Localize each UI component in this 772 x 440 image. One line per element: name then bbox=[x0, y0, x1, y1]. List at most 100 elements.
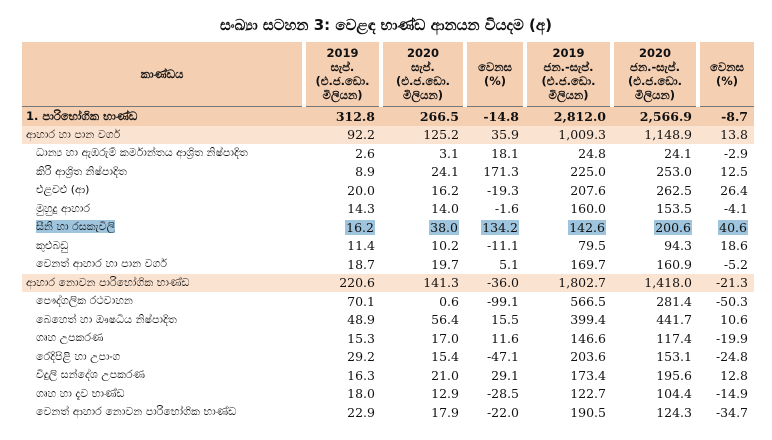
header-change-jan-sep: වෙනස (%) bbox=[696, 42, 754, 107]
cell-value-text: 20.0 bbox=[347, 182, 375, 198]
cell-value-text: 16.3 bbox=[347, 367, 375, 383]
cell-value: 190.5 bbox=[525, 403, 612, 422]
cell-value: 92.2 bbox=[304, 125, 381, 144]
header-line: මිලියන) bbox=[635, 88, 675, 102]
cell-value: 566.5 bbox=[525, 292, 612, 311]
cell-value-text: 266.5 bbox=[419, 108, 459, 124]
cell-value: 2,566.9 bbox=[612, 106, 698, 126]
header-line: 2020 bbox=[638, 46, 671, 60]
table-row: ආහාර නොවන පාරිභෝගික භාණ්ඩ 220.6 141.3 -36.0… bbox=[22, 273, 754, 292]
cell-value-text: 399.4 bbox=[570, 312, 606, 328]
row-label-text: රෙදිපිළි හා උපාංග bbox=[36, 349, 121, 363]
table-row: ධාන්‍ය හා ඇඹරුම් කර්මාන්තය ආශ්‍රිත නිෂ්ප… bbox=[22, 144, 754, 163]
header-line: (එ.ජ.ඩො. bbox=[395, 74, 451, 88]
cell-value: 12.9 bbox=[381, 385, 465, 404]
table-row: එළවළු (ආ) 20.0 16.2 -19.3 207.6 262.5 26.4 bbox=[22, 181, 754, 200]
table-title: සංඛ්‍යා සටහන 3: වෙළඳ භාණ්ඩ ආනයන වියදම (අ… bbox=[220, 16, 552, 34]
cell-value: 10.2 bbox=[381, 237, 465, 256]
header-line: ජන.-සැප්. bbox=[543, 60, 594, 74]
header-line: මිලියන) bbox=[403, 88, 443, 102]
cell-value-text: 160.0 bbox=[570, 201, 606, 217]
cell-value: 16.3 bbox=[304, 366, 381, 385]
cell-value: 253.0 bbox=[612, 163, 698, 182]
cell-value: 195.6 bbox=[612, 366, 698, 385]
header-line: (එ.ජ.ඩො. bbox=[541, 74, 596, 88]
cell-value: 20.0 bbox=[304, 181, 381, 200]
row-label-text: ධාන්‍ය හා ඇඹරුම් කර්මාන්තය ආශ්‍රිත නිෂ්ප… bbox=[36, 146, 248, 160]
row-label: එළවළු (ආ) bbox=[22, 181, 304, 200]
cell-value-text: 8.9 bbox=[355, 164, 375, 180]
cell-value: 134.2 bbox=[465, 218, 525, 237]
cell-value-text: 19.7 bbox=[431, 256, 459, 272]
cell-value-text: 11.4 bbox=[347, 238, 375, 254]
row-label: රෙදිපිළි හා උපාංග bbox=[22, 348, 304, 367]
cell-value: 24.8 bbox=[525, 144, 612, 163]
cell-value: 14.3 bbox=[304, 200, 381, 219]
cell-value-text: 48.9 bbox=[347, 312, 375, 328]
cell-value-text: 2,566.9 bbox=[639, 108, 692, 124]
cell-value-text: -14.9 bbox=[715, 386, 748, 402]
cell-value: -14.9 bbox=[698, 385, 754, 404]
cell-value: 173.4 bbox=[525, 366, 612, 385]
cell-value-text: 18.0 bbox=[347, 386, 375, 402]
cell-value: 399.4 bbox=[525, 311, 612, 330]
cell-value-text: 12.5 bbox=[720, 164, 748, 180]
cell-value: -22.0 bbox=[465, 403, 525, 422]
row-label-text: වෙනත් ආහාර නොවන පාරිභෝගික භාණ්ඩ bbox=[36, 405, 237, 419]
table-row: විදුලි සන්දේශ උපකරණ 16.3 21.0 29.1 173.4 195.… bbox=[22, 366, 754, 385]
cell-value: 171.3 bbox=[465, 163, 525, 182]
cell-value: 200.6 bbox=[612, 218, 698, 237]
cell-value: 104.4 bbox=[612, 385, 698, 404]
row-label: කිරි ආශ්‍රිත නිෂ්පාදිත bbox=[22, 163, 304, 182]
cell-value-text: 1,802.7 bbox=[558, 275, 606, 291]
cell-value-text: -36.0 bbox=[486, 275, 519, 291]
cell-value-text: 124.3 bbox=[656, 404, 692, 420]
cell-value: 8.9 bbox=[304, 163, 381, 182]
cell-value-text: 35.9 bbox=[491, 127, 519, 143]
cell-value-text: 12.8 bbox=[720, 367, 748, 383]
cell-value-text: -14.8 bbox=[483, 108, 519, 124]
header-sep-2019: 2019 සැප්. (එ.ජ.ඩො. මිලියන) bbox=[302, 42, 381, 107]
header-line: (%) bbox=[483, 74, 507, 88]
row-label-text: විදුලි සන්දේශ උපකරණ bbox=[36, 368, 146, 382]
table-row: ආහාර හා පාන වර්ග 92.2 125.2 35.9 1,009.3 1,14… bbox=[22, 125, 754, 144]
cell-value: 5.1 bbox=[465, 255, 525, 274]
cell-value-text: 225.0 bbox=[570, 164, 606, 180]
cell-value-text: 281.4 bbox=[656, 293, 692, 309]
cell-value: -99.1 bbox=[465, 292, 525, 311]
header-line: 2019 bbox=[326, 46, 359, 60]
cell-value-text: 3.1 bbox=[439, 145, 459, 161]
cell-value: -21.3 bbox=[698, 273, 754, 292]
cell-value: 26.4 bbox=[698, 181, 754, 200]
cell-value: 124.3 bbox=[612, 403, 698, 422]
cell-value: 18.1 bbox=[465, 144, 525, 163]
cell-value-text: 142.6 bbox=[568, 219, 606, 235]
cell-value-text: 21.0 bbox=[431, 367, 459, 383]
cell-value-text: 10.6 bbox=[720, 312, 748, 328]
cell-value: 141.3 bbox=[381, 273, 465, 292]
table-row: කුළුබඩු 11.4 10.2 -11.1 79.5 94.3 18.6 bbox=[22, 237, 754, 256]
cell-value: 1,009.3 bbox=[525, 125, 612, 144]
cell-value-text: 0.6 bbox=[439, 293, 459, 309]
table-row: රෙදිපිළි හා උපාංග 29.2 15.4 -47.1 203.6 153.1… bbox=[22, 348, 754, 367]
cell-value: -11.1 bbox=[465, 237, 525, 256]
cell-value-text: 117.4 bbox=[656, 330, 692, 346]
cell-value-text: 134.2 bbox=[481, 219, 519, 235]
cell-value: 18.0 bbox=[304, 385, 381, 404]
cell-value-text: 16.2 bbox=[345, 219, 375, 235]
cell-value-text: 312.8 bbox=[335, 108, 375, 124]
cell-value-text: 1,148.9 bbox=[644, 127, 692, 143]
header-change-sep: වෙනස (%) bbox=[463, 42, 525, 107]
cell-value-text: 10.2 bbox=[431, 238, 459, 254]
cell-value: 262.5 bbox=[612, 181, 698, 200]
cell-value: 153.5 bbox=[612, 200, 698, 219]
cell-value-text: 1,009.3 bbox=[558, 127, 606, 143]
table-row: පෞද්ගලික රථවාහන 70.1 0.6 -99.1 566.5 281.4 -50… bbox=[22, 292, 754, 311]
cell-value: 10.6 bbox=[698, 311, 754, 330]
row-label-text: කුළුබඩු bbox=[36, 238, 69, 252]
cell-value-text: 15.3 bbox=[347, 330, 375, 346]
cell-value-text: -5.2 bbox=[723, 256, 748, 272]
header-jan-sep-2019: 2019 ජන.-සැප්. (එ.ජ.ඩො. මිලියන) bbox=[523, 42, 612, 107]
cell-value: -8.7 bbox=[698, 106, 754, 126]
cell-value-text: 125.2 bbox=[423, 127, 459, 143]
